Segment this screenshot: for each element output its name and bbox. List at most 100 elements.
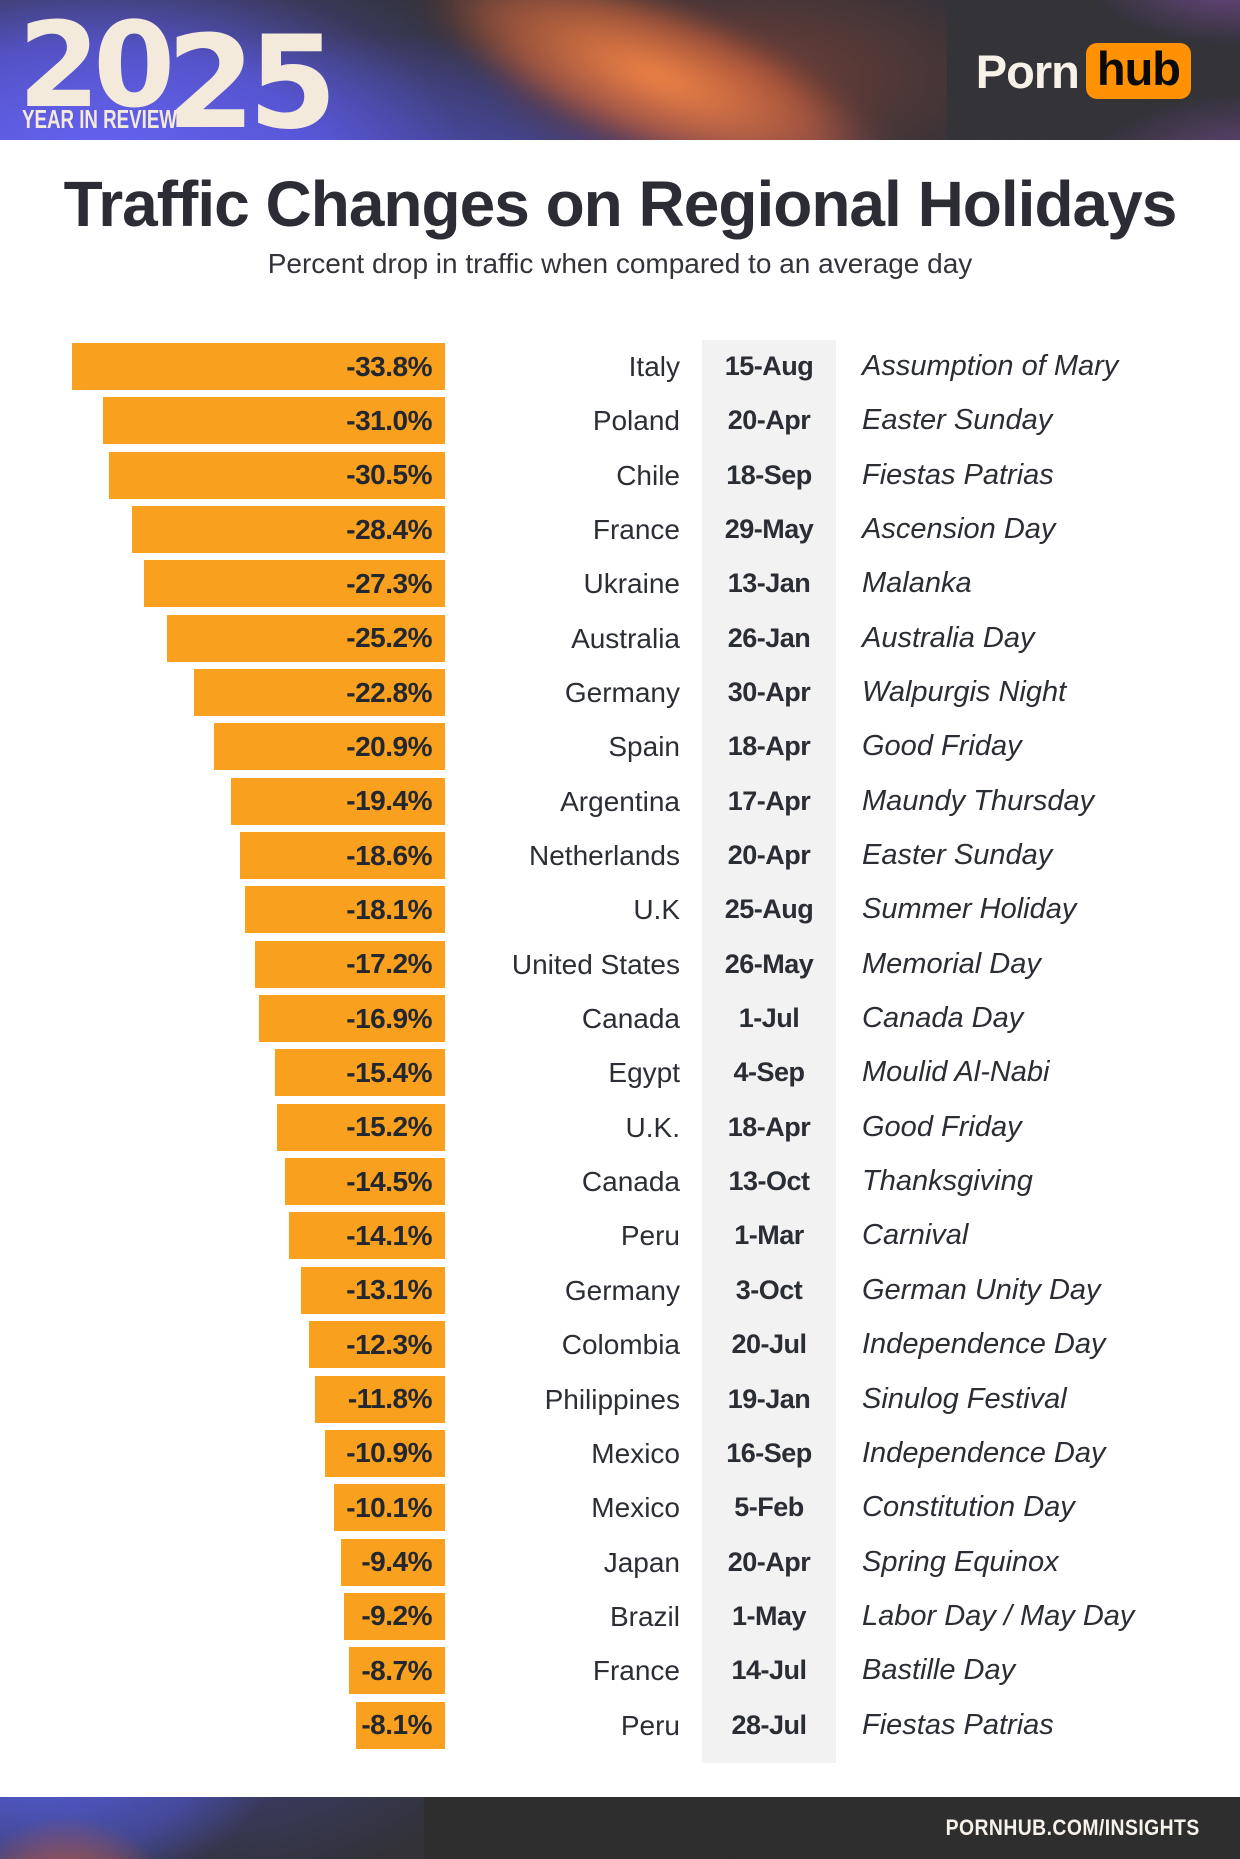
country-label: Spain: [608, 731, 680, 763]
country-label: Netherlands: [529, 840, 680, 872]
country-label: Peru: [620, 1220, 680, 1252]
date-label: 5-Feb: [734, 1492, 804, 1523]
holiday-label: Labor Day / May Day: [862, 1599, 1135, 1632]
country-label: United States: [511, 948, 680, 980]
chart-row: -17.2% United States 26-May Memorial Day: [0, 940, 1240, 988]
chart-row: -9.4% Japan 20-Apr Spring Equinox: [0, 1538, 1240, 1586]
bar-value-label: -8.1%: [361, 1709, 432, 1740]
bar-value-label: -12.3%: [346, 1328, 432, 1360]
chart-row: -14.1% Peru 1-Mar Carnival: [0, 1212, 1240, 1260]
country-label: Canada: [581, 1166, 680, 1198]
bar-value-label: -16.9%: [346, 1002, 432, 1034]
traffic-drop-bar: -10.1%: [334, 1484, 445, 1532]
holiday-label: Good Friday: [862, 1110, 1022, 1143]
country-label: Germany: [564, 1274, 680, 1306]
bar-value-label: -9.2%: [361, 1600, 432, 1632]
date-label: 13-Jan: [727, 568, 811, 599]
year-in-review-logo: 2025 YEAR IN REVIEW: [18, 6, 337, 140]
country-label: Brazil: [609, 1600, 680, 1632]
holiday-label: Sinulog Festival: [862, 1382, 1067, 1415]
date-label: 1-Mar: [734, 1220, 804, 1251]
traffic-drop-bar: -31.0%: [103, 397, 445, 445]
date-label: 18-Apr: [727, 1111, 811, 1142]
chart-row: -19.4% Argentina 17-Apr Maundy Thursday: [0, 777, 1240, 825]
date-label: 13-Oct: [728, 1166, 810, 1197]
holiday-label: Canada Day: [862, 1002, 1024, 1035]
chart-rows: -33.8% Italy 15-Aug Assumption of Mary -31.0…: [0, 343, 1240, 1756]
traffic-drop-bar: -30.5%: [109, 451, 445, 499]
bar-value-label: -33.8%: [346, 350, 432, 382]
traffic-drop-bar: -28.4%: [132, 506, 445, 553]
date-label: 20-Apr: [727, 1546, 811, 1577]
traffic-drop-bar: -22.8%: [194, 669, 445, 716]
holiday-label: Maundy Thursday: [862, 784, 1095, 817]
bar-value-label: -14.5%: [346, 1165, 432, 1197]
holiday-label: Walpurgis Night: [862, 676, 1067, 708]
holiday-label: Good Friday: [862, 730, 1022, 763]
traffic-drop-bar: -8.7%: [349, 1647, 445, 1695]
chart-row: -12.3% Colombia 20-Jul Independence Day: [0, 1321, 1240, 1369]
chart-row: -30.5% Chile 18-Sep Fiestas Patrias: [0, 451, 1240, 499]
holiday-label: Thanksgiving: [862, 1165, 1033, 1198]
date-label: 20-Apr: [727, 405, 811, 436]
traffic-drop-bar: -18.1%: [245, 886, 445, 934]
date-label: 16-Sep: [726, 1437, 812, 1468]
traffic-drop-bar: -19.4%: [231, 777, 445, 825]
chart-row: -13.1% Germany 3-Oct German Unity Day: [0, 1266, 1240, 1314]
chart-row: -15.2% U.K. 18-Apr Good Friday: [0, 1103, 1240, 1151]
date-label: 28-Jul: [731, 1709, 807, 1740]
date-label: 17-Apr: [727, 785, 811, 816]
country-label: Mexico: [591, 1437, 680, 1469]
country-label: Chile: [616, 459, 680, 491]
footer-gradient-swirl: [0, 1797, 424, 1859]
holiday-label: Carnival: [862, 1219, 969, 1252]
bar-value-label: -22.8%: [346, 676, 432, 708]
traffic-drop-bar: -11.8%: [315, 1375, 445, 1423]
page-title: Traffic Changes on Regional Holidays: [63, 168, 1178, 240]
country-label: Colombia: [561, 1329, 680, 1361]
bar-value-label: -17.2%: [346, 948, 432, 980]
date-label: 4-Sep: [733, 1057, 805, 1088]
holiday-label: Ascension Day: [862, 513, 1056, 545]
date-label: 30-Apr: [727, 677, 811, 707]
traffic-drop-bar: -17.2%: [255, 940, 445, 988]
traffic-drop-bar: -15.4%: [275, 1049, 445, 1097]
date-label: 3-Oct: [735, 1274, 803, 1305]
holiday-label: Memorial Day: [862, 947, 1041, 980]
pornhub-logo-porn-text: Porn: [975, 44, 1080, 98]
pornhub-logo: Porn hub: [976, 42, 1191, 100]
country-label: Germany: [564, 677, 680, 708]
chart-row: -10.9% Mexico 16-Sep Independence Day: [0, 1429, 1240, 1477]
chart-row: -15.4% Egypt 4-Sep Moulid Al-Nabi: [0, 1049, 1240, 1097]
holiday-label: Fiestas Patrias: [862, 1708, 1054, 1741]
holiday-label: Independence Day: [862, 1328, 1106, 1361]
traffic-drop-bar: -27.3%: [144, 560, 445, 608]
country-label: France: [592, 1655, 680, 1687]
chart-row: -18.6% Netherlands 20-Apr Easter Sunday: [0, 832, 1240, 880]
chart-row: -11.8% Philippines 19-Jan Sinulog Festival: [0, 1375, 1240, 1423]
traffic-drop-bar: -18.6%: [240, 832, 445, 880]
chart-row: -27.3% Ukraine 13-Jan Malanka: [0, 560, 1240, 608]
holiday-label: Spring Equinox: [862, 1545, 1059, 1578]
bar-value-label: -25.2%: [346, 622, 432, 654]
bar-value-label: -8.7%: [361, 1654, 432, 1686]
country-label: Egypt: [608, 1057, 680, 1089]
chart-row: -33.8% Italy 15-Aug Assumption of Mary: [0, 343, 1240, 390]
bar-value-label: -9.4%: [361, 1546, 432, 1577]
page-subtitle: Percent drop in traffic when compared to…: [267, 248, 973, 279]
bar-value-label: -18.1%: [346, 893, 432, 925]
country-label: Argentina: [560, 785, 680, 817]
insights-url: PORNHUB.COM/INSIGHTS: [945, 1815, 1200, 1840]
country-label: Ukraine: [583, 568, 680, 600]
traffic-drop-bar: -14.1%: [289, 1212, 445, 1260]
traffic-drop-bar: -15.2%: [277, 1103, 445, 1151]
chart-row: -8.7% France 14-Jul Bastille Day: [0, 1647, 1240, 1695]
date-label: 20-Apr: [727, 840, 811, 871]
date-label: 19-Jan: [727, 1383, 811, 1414]
holiday-label: Summer Holiday: [862, 893, 1077, 926]
holiday-label: Assumption of Mary: [862, 350, 1119, 382]
chart-row: -18.1% U.K 25-Aug Summer Holiday: [0, 886, 1240, 934]
holiday-label: Easter Sunday: [862, 839, 1053, 872]
chart-row: -16.9% Canada 1-Jul Canada Day: [0, 995, 1240, 1043]
